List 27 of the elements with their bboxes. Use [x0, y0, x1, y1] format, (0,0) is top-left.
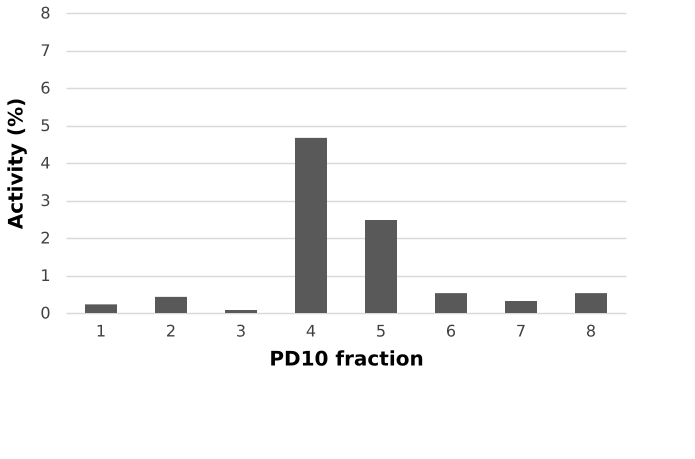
- y-tick-label: 2: [40, 228, 50, 248]
- x-tick-label: 3: [236, 322, 246, 340]
- x-tick-label: 4: [306, 322, 316, 340]
- x-tick-label: 8: [586, 322, 596, 340]
- x-tick-label: 5: [376, 322, 386, 340]
- x-tick-label: 2: [166, 322, 176, 340]
- x-tick-label: 1: [96, 322, 106, 340]
- x-tick-label: 7: [516, 322, 526, 340]
- y-tick-label: 5: [40, 116, 50, 135]
- bar: [575, 293, 607, 313]
- y-tick-label: 4: [40, 154, 50, 172]
- bar: [505, 301, 537, 313]
- y-tick-label: 7: [40, 41, 50, 60]
- y-tick-label: 6: [40, 78, 50, 98]
- y-tick-label: 8: [40, 4, 50, 22]
- bar: [365, 220, 397, 313]
- x-axis-title: PD10 fraction: [269, 346, 424, 370]
- bar: [295, 138, 327, 313]
- bar: [85, 304, 117, 313]
- y-axis-title: Activity (%): [3, 98, 28, 230]
- bar: [225, 310, 257, 313]
- y-tick-label: 1: [40, 266, 50, 285]
- bar: [435, 293, 467, 313]
- y-tick-label: 0: [40, 304, 50, 322]
- x-tick-label: 6: [446, 322, 456, 340]
- bar: [155, 296, 187, 313]
- y-tick-label: 3: [40, 191, 50, 210]
